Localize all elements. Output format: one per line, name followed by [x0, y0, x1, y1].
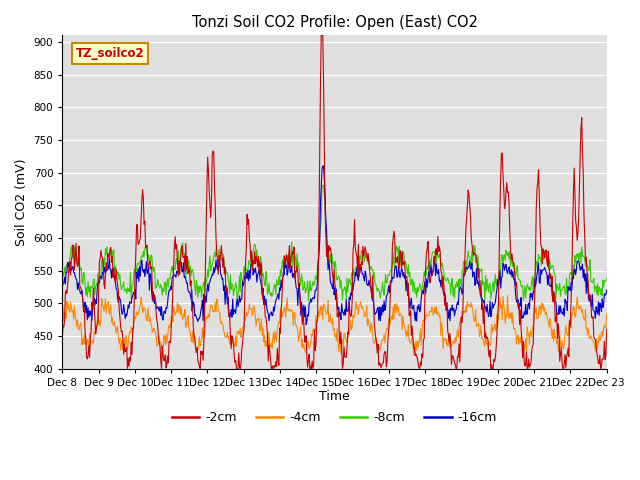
X-axis label: Time: Time — [319, 390, 350, 403]
Text: TZ_soilco2: TZ_soilco2 — [76, 47, 145, 60]
Y-axis label: Soil CO2 (mV): Soil CO2 (mV) — [15, 158, 28, 246]
Legend: -2cm, -4cm, -8cm, -16cm: -2cm, -4cm, -8cm, -16cm — [167, 406, 502, 429]
Title: Tonzi Soil CO2 Profile: Open (East) CO2: Tonzi Soil CO2 Profile: Open (East) CO2 — [191, 15, 477, 30]
